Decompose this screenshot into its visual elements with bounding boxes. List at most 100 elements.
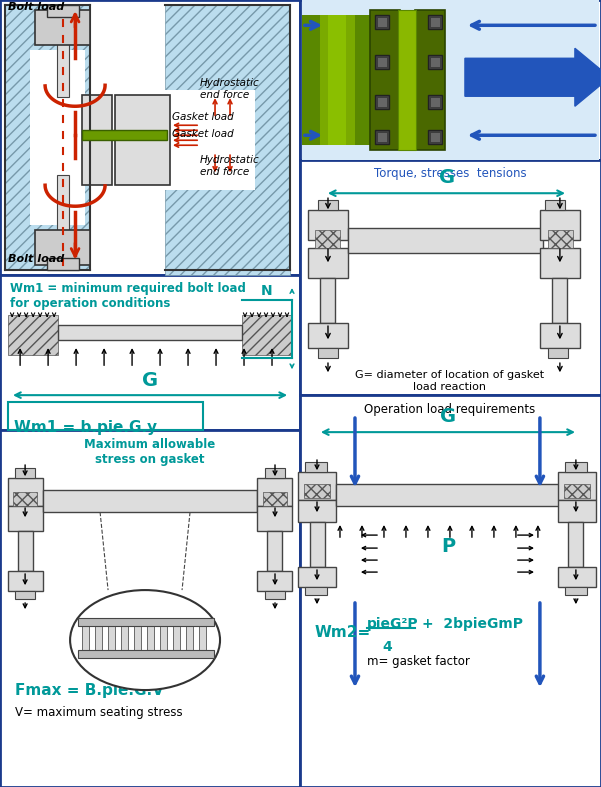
Bar bbox=[540, 210, 580, 240]
Bar bbox=[165, 91, 255, 190]
Text: G: G bbox=[440, 407, 456, 426]
Bar bbox=[257, 478, 292, 506]
Bar bbox=[315, 231, 340, 248]
Bar bbox=[8, 402, 203, 430]
Bar bbox=[370, 10, 400, 150]
Bar bbox=[428, 55, 442, 69]
Bar bbox=[302, 0, 599, 161]
Bar bbox=[300, 0, 601, 161]
Bar bbox=[13, 492, 37, 506]
Bar bbox=[78, 618, 214, 626]
Text: load reaction: load reaction bbox=[413, 382, 486, 392]
Bar bbox=[121, 625, 128, 653]
Bar bbox=[310, 522, 325, 567]
Bar bbox=[377, 17, 387, 28]
Bar bbox=[375, 131, 389, 144]
Text: Bolt load: Bolt load bbox=[8, 2, 64, 13]
Text: Wm2=: Wm2= bbox=[315, 625, 371, 640]
Bar bbox=[18, 531, 33, 571]
Bar bbox=[430, 132, 440, 142]
Bar bbox=[57, 42, 69, 98]
Bar bbox=[328, 15, 346, 146]
Text: G= diameter of location of gasket: G= diameter of location of gasket bbox=[355, 370, 545, 380]
Bar bbox=[302, 15, 317, 146]
Bar bbox=[565, 587, 587, 595]
Bar bbox=[564, 484, 590, 498]
Bar bbox=[375, 95, 389, 109]
Bar bbox=[428, 131, 442, 144]
Text: Hydrostatic
end force: Hydrostatic end force bbox=[200, 78, 260, 100]
Bar bbox=[8, 571, 43, 591]
Text: Wm1 = minimum required bolt load
for operation conditions: Wm1 = minimum required bolt load for ope… bbox=[10, 283, 246, 310]
Bar bbox=[337, 15, 362, 146]
Bar bbox=[302, 15, 377, 146]
Bar bbox=[430, 57, 440, 67]
Bar bbox=[362, 15, 377, 146]
Bar bbox=[160, 625, 167, 653]
Bar bbox=[57, 176, 69, 231]
Bar bbox=[8, 315, 58, 355]
Bar bbox=[304, 484, 330, 498]
Bar bbox=[308, 210, 348, 240]
Bar bbox=[43, 490, 257, 512]
Bar bbox=[242, 315, 292, 355]
Bar bbox=[428, 15, 442, 29]
Bar bbox=[305, 462, 327, 472]
Bar bbox=[199, 625, 206, 653]
Bar bbox=[540, 323, 580, 348]
Bar bbox=[257, 506, 292, 531]
Bar bbox=[186, 625, 193, 653]
Text: V= maximum seating stress: V= maximum seating stress bbox=[15, 706, 183, 719]
Bar bbox=[0, 430, 300, 787]
Bar bbox=[300, 161, 601, 395]
Bar bbox=[82, 131, 167, 140]
Bar bbox=[428, 95, 442, 109]
Bar bbox=[267, 531, 282, 571]
Bar bbox=[82, 625, 89, 653]
Bar bbox=[134, 625, 141, 653]
Bar bbox=[558, 500, 596, 522]
Bar bbox=[565, 462, 587, 472]
Bar bbox=[308, 323, 348, 348]
Text: Gasket load: Gasket load bbox=[172, 129, 234, 139]
Bar bbox=[375, 55, 389, 69]
Bar bbox=[558, 567, 596, 587]
Bar bbox=[108, 625, 115, 653]
Ellipse shape bbox=[70, 590, 220, 690]
Text: Wm1 = b.pie.G.y: Wm1 = b.pie.G.y bbox=[14, 420, 157, 435]
Text: P: P bbox=[441, 537, 455, 556]
Bar bbox=[147, 625, 154, 653]
Bar bbox=[545, 200, 565, 210]
Bar bbox=[15, 468, 35, 478]
Bar bbox=[265, 468, 285, 478]
Bar bbox=[377, 98, 387, 107]
Text: G: G bbox=[439, 168, 455, 187]
Bar bbox=[398, 10, 416, 150]
Bar bbox=[320, 278, 335, 323]
Bar bbox=[58, 325, 242, 340]
Bar bbox=[318, 200, 338, 210]
Text: Hydrostatic
end force: Hydrostatic end force bbox=[200, 155, 260, 177]
Bar bbox=[298, 567, 336, 587]
Bar bbox=[257, 571, 292, 591]
Bar bbox=[15, 591, 35, 599]
Bar bbox=[548, 348, 568, 358]
Bar bbox=[298, 472, 336, 500]
Bar bbox=[336, 484, 561, 506]
Bar bbox=[47, 6, 79, 17]
Bar bbox=[263, 492, 287, 506]
Text: Gasket load: Gasket load bbox=[172, 113, 234, 122]
Text: m= gasket factor: m= gasket factor bbox=[367, 655, 470, 668]
Bar bbox=[0, 0, 300, 275]
Text: pieG²P: pieG²P bbox=[367, 617, 419, 631]
Bar bbox=[95, 625, 102, 653]
Bar bbox=[568, 522, 583, 567]
Bar bbox=[348, 228, 543, 253]
Bar bbox=[82, 95, 112, 185]
Bar bbox=[430, 98, 440, 107]
Bar bbox=[30, 50, 85, 225]
FancyArrow shape bbox=[465, 48, 601, 106]
Bar bbox=[165, 6, 290, 275]
Bar bbox=[35, 231, 90, 265]
Text: Fmax = B.pie.G.V: Fmax = B.pie.G.V bbox=[15, 683, 164, 698]
